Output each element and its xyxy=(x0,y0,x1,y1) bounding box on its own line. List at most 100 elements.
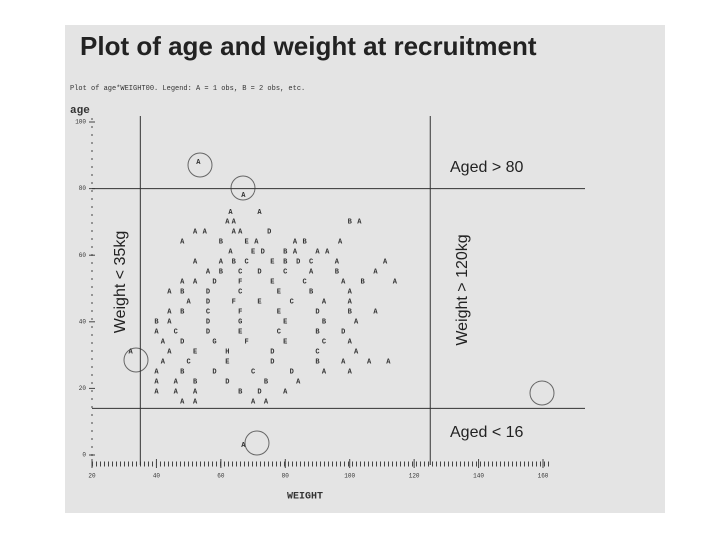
point: B xyxy=(335,269,340,277)
point: A xyxy=(348,369,353,377)
point: C xyxy=(322,339,326,347)
point: D xyxy=(206,329,210,337)
point: G xyxy=(238,319,242,327)
point: A xyxy=(193,389,198,397)
y-tick-label: 80 xyxy=(79,185,87,192)
point: A xyxy=(225,219,230,227)
point: A xyxy=(373,309,378,317)
point: E xyxy=(245,239,249,247)
point: A xyxy=(296,379,301,387)
point: A xyxy=(187,299,192,307)
outlier-circle xyxy=(244,430,270,456)
point: A xyxy=(154,379,159,387)
point: B xyxy=(180,369,185,377)
point: C xyxy=(283,269,287,277)
point: A xyxy=(257,209,262,217)
point: D xyxy=(257,389,261,397)
y-tick-label: 40 xyxy=(79,318,87,325)
point: D xyxy=(296,259,300,267)
point: A xyxy=(241,192,246,200)
point: D xyxy=(290,369,294,377)
point: D xyxy=(270,349,274,357)
point: D xyxy=(180,339,184,347)
x-tick-label: 140 xyxy=(473,473,484,480)
point: A xyxy=(161,359,166,367)
point: A xyxy=(367,359,372,367)
point: A xyxy=(283,389,288,397)
point: B xyxy=(283,259,288,267)
point: C xyxy=(174,329,178,337)
x-tick-label: 160 xyxy=(538,473,549,480)
point: E xyxy=(277,309,281,317)
point: A xyxy=(354,349,359,357)
point: A xyxy=(373,269,378,277)
point: D xyxy=(206,319,210,327)
point: A xyxy=(325,249,330,257)
point: A xyxy=(196,159,201,167)
point: B xyxy=(219,269,224,277)
point: F xyxy=(238,279,242,287)
point: A xyxy=(167,349,172,357)
point: F xyxy=(238,309,242,317)
outlier-circle xyxy=(529,380,555,406)
point: B xyxy=(360,279,365,287)
x-tick-label: 40 xyxy=(153,473,161,480)
point: B xyxy=(193,379,198,387)
point: A xyxy=(393,279,398,287)
point: B xyxy=(180,309,185,317)
point: A xyxy=(348,339,353,347)
subtitle: Plot of age*WEIGHT00. Legend: A = 1 obs,… xyxy=(70,85,305,93)
y-tick-label: 60 xyxy=(79,252,87,259)
x-tick-label: 120 xyxy=(409,473,420,480)
x-tick-label: 100 xyxy=(344,473,355,480)
point: C xyxy=(290,299,294,307)
point: C xyxy=(277,329,281,337)
point: A xyxy=(193,399,198,407)
outlier-circle xyxy=(187,152,213,178)
point: B xyxy=(322,319,327,327)
point: D xyxy=(270,359,274,367)
point: C xyxy=(238,269,242,277)
point: A xyxy=(219,259,224,267)
outlier-circle xyxy=(123,347,149,373)
point: A xyxy=(232,219,237,227)
point: A xyxy=(322,369,327,377)
point: A xyxy=(383,259,388,267)
point: A xyxy=(203,229,208,237)
point: B xyxy=(348,219,353,227)
point: E xyxy=(283,339,287,347)
point: A xyxy=(238,229,243,237)
point: A xyxy=(348,299,353,307)
chart-title: Plot of age and weight at recruitment xyxy=(80,31,537,61)
point: E xyxy=(257,299,261,307)
point: B xyxy=(303,239,308,247)
x-tick-label: 60 xyxy=(217,473,225,480)
point: B xyxy=(283,249,288,257)
point: F xyxy=(245,339,249,347)
point: H xyxy=(225,349,229,357)
point: A xyxy=(357,219,362,227)
point: G xyxy=(212,339,216,347)
point: A xyxy=(338,239,343,247)
point: A xyxy=(228,209,233,217)
point: A xyxy=(161,339,166,347)
point: B xyxy=(180,289,185,297)
point: A xyxy=(193,229,198,237)
x-axis-label: WEIGHT xyxy=(287,492,323,503)
point: A xyxy=(193,259,198,267)
point: A xyxy=(206,269,211,277)
point: A xyxy=(167,309,172,317)
point: C xyxy=(309,259,313,267)
point: E xyxy=(277,289,281,297)
x-tick-label: 80 xyxy=(282,473,290,480)
point: A xyxy=(348,289,353,297)
point: D xyxy=(225,379,229,387)
point: A xyxy=(309,269,314,277)
point: D xyxy=(206,299,210,307)
point: A xyxy=(254,239,259,247)
point: B xyxy=(309,289,314,297)
point: C xyxy=(315,349,319,357)
point: A xyxy=(228,249,233,257)
point: D xyxy=(212,279,216,287)
